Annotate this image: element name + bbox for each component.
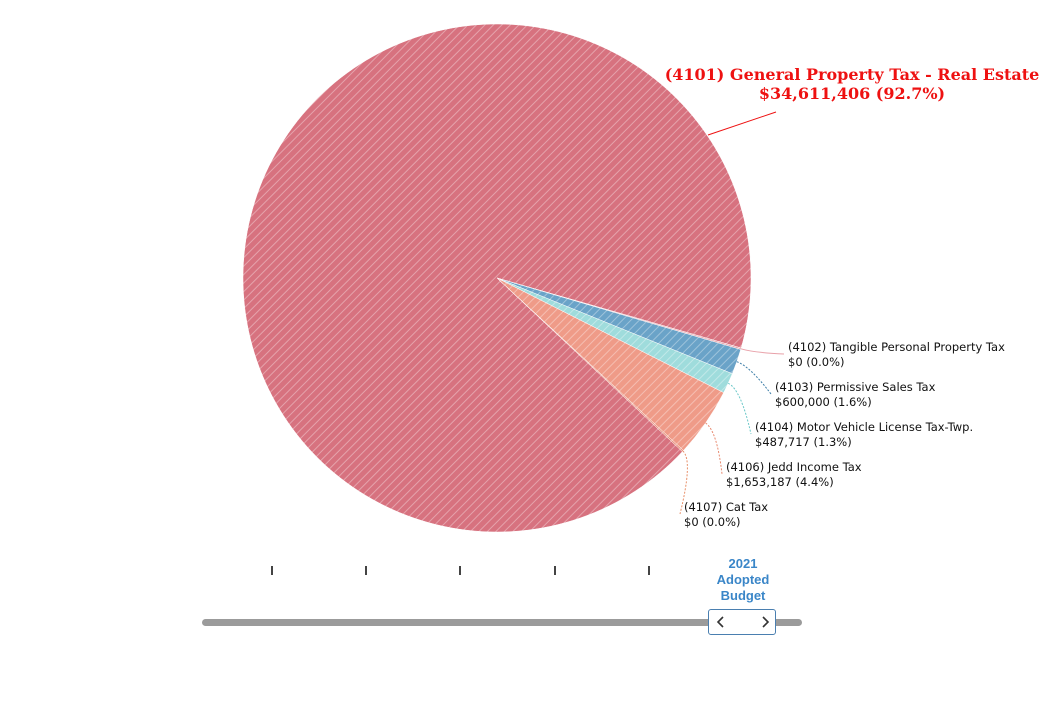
slice-value-label: $0 (0.0%) [684,515,740,529]
slice-label: (4104) Motor Vehicle License Tax-Twp. [755,420,973,434]
leader-line [727,382,752,435]
slice-value-label: $600,000 (1.6%) [775,395,872,409]
slice-label: (4101) General Property Tax - Real Estat… [665,65,1040,84]
slice-label: (4107) Cat Tax [684,500,768,514]
selected-year-label: 2021 Adopted Budget [703,556,783,604]
timeline-tick[interactable] [365,566,367,575]
chevron-left-icon[interactable] [713,614,729,630]
leader-line [705,422,723,475]
slice-label: (4106) Jedd Income Tax [726,460,862,474]
year-line-1: 2021 [728,556,758,571]
leader-line [740,348,785,355]
slice-value-label: $487,717 (1.3%) [755,435,852,449]
timeline-tick[interactable] [648,566,650,575]
slice-label: (4102) Tangible Personal Property Tax [788,340,1005,354]
leader-line [679,450,688,515]
leader-line [707,111,777,136]
leader-line [736,361,772,395]
slice-value-label: $34,611,406 (92.7%) [759,84,945,103]
timeline-slider-handle[interactable] [708,609,776,635]
slice-value-label: $0 (0.0%) [788,355,844,369]
timeline-tick[interactable] [554,566,556,575]
slice-value-label: $1,653,187 (4.4%) [726,475,834,489]
slice-label: (4103) Permissive Sales Tax [775,380,936,394]
chevron-right-icon[interactable] [757,614,773,630]
year-line-2: Adopted [716,572,770,587]
timeline-slider-track[interactable] [202,619,802,626]
timeline-tick[interactable] [459,566,461,575]
year-line-3: Budget [720,588,766,603]
timeline-tick[interactable] [271,566,273,575]
